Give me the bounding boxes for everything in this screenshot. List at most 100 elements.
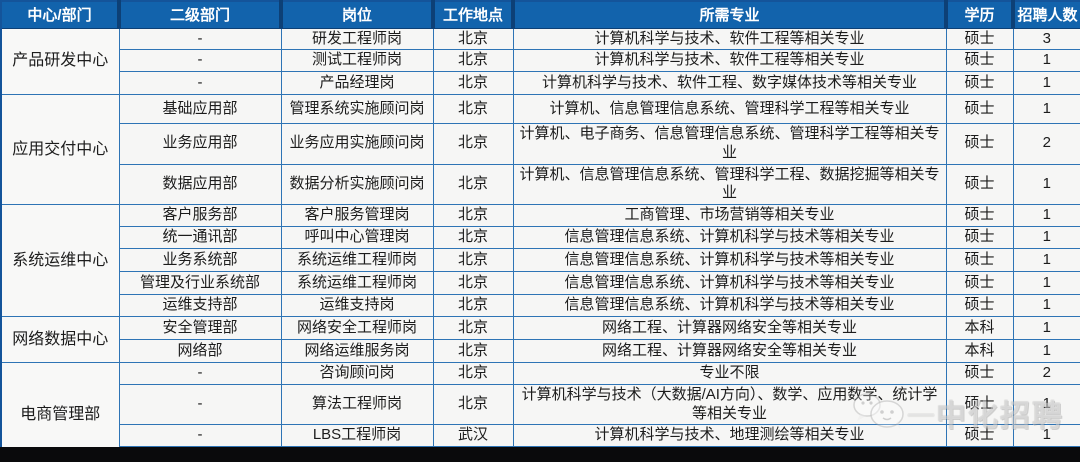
cell-degree: 硕士 <box>945 94 1014 124</box>
cell-city: 北京 <box>432 362 514 385</box>
table-row: 网络部 网络运维服务岗 北京 网络工程、计算器网络安全等相关专业 本科 1 <box>1 339 1080 363</box>
cell-dept: - <box>118 383 282 426</box>
header-post: 岗位 <box>279 1 433 29</box>
cell-major: 计算机、信息管理信息系统、管理科学工程等相关专业 <box>512 94 947 124</box>
cell-count: 1 <box>1012 271 1080 295</box>
cell-degree: 硕士 <box>945 424 1014 447</box>
cell-post: 呼叫中心管理岗 <box>280 226 434 249</box>
cell-city: 北京 <box>432 316 514 340</box>
cell-count: 1 <box>1012 204 1080 227</box>
cell-degree: 硕士 <box>945 204 1014 227</box>
cell-degree: 硕士 <box>945 123 1014 165</box>
cell-center: 应用交付中心 <box>0 94 120 205</box>
cell-post: 网络运维服务岗 <box>280 339 434 363</box>
header-location: 工作地点 <box>431 1 513 29</box>
cell-city: 北京 <box>432 94 514 124</box>
cell-post: 产品经理岗 <box>280 71 434 95</box>
cell-dept: 业务系统部 <box>118 248 282 272</box>
cell-post: 运维支持岗 <box>280 294 434 317</box>
cell-center: 电商管理部 <box>0 361 120 462</box>
cell-city: 北京 <box>432 204 514 227</box>
cell-major: 计算机科学与技术、地理测绘等相关专业 <box>512 424 947 447</box>
cell-post: LBS工程师岗 <box>280 424 434 447</box>
cell-post: 测试工程师岗 <box>280 49 434 72</box>
cell-post: 研发工程师岗 <box>280 27 434 51</box>
header-sub-dept: 二级部门 <box>117 1 281 29</box>
cell-major: 计算机、电子商务、信息管理信息系统、管理科学工程等相关专业 <box>512 123 947 165</box>
cell-major: 计算机科学与技术、软件工程、数字媒体技术等相关专业 <box>512 71 947 95</box>
cell-dept: 统一通讯部 <box>118 226 282 249</box>
cell-city: 北京 <box>432 339 514 363</box>
cell-count: 1 <box>1012 424 1080 447</box>
cell-city: 北京 <box>432 226 514 249</box>
table-row: 运维支持部 运维支持岗 北京 信息管理信息系统、计算机科学与技术等相关专业 硕士… <box>1 294 1080 317</box>
cell-count: 1 <box>1012 49 1080 72</box>
cell-count: 2 <box>1012 362 1080 385</box>
cell-degree: 硕士 <box>945 271 1014 295</box>
cell-count: 1 <box>1012 339 1080 363</box>
header-major: 所需专业 <box>511 1 946 29</box>
cell-major: 信息管理信息系统、计算机科学与技术等相关专业 <box>512 226 947 249</box>
cell-count: 1 <box>1012 226 1080 249</box>
cell-dept: 运维支持部 <box>118 294 282 317</box>
cell-count: 1 <box>1012 71 1080 95</box>
cell-dept: 基础应用部 <box>118 94 282 124</box>
table-row: 网络数据中心 安全管理部 网络安全工程师岗 北京 网络工程、计算器网络安全等相关… <box>0 316 1080 363</box>
cell-dept: 数据应用部 <box>118 163 282 205</box>
cell-major: 工商管理、市场营销等相关专业 <box>512 204 947 227</box>
cell-major: 网络工程、计算器网络安全等相关专业 <box>512 316 947 340</box>
cell-center: 产品研发中心 <box>0 27 120 95</box>
header-row: 中心/部门 二级部门 岗位 工作地点 所需专业 学历 招聘人数 <box>1 1 1080 29</box>
cell-degree: 硕士 <box>945 362 1014 385</box>
cell-city: 北京 <box>432 27 514 51</box>
cell-count: 1 <box>1012 163 1080 205</box>
cell-degree: 硕士 <box>945 163 1014 205</box>
cell-degree: 硕士 <box>945 294 1014 317</box>
cell-post: 管理系统实施顾问岗 <box>280 94 434 124</box>
cell-post: 咨询顾问岗 <box>280 362 434 385</box>
table-row: - 测试工程师岗 北京 计算机科学与技术、软件工程等相关专业 硕士 1 <box>1 49 1080 72</box>
table-row: 数据应用部 数据分析实施顾问岗 北京 计算机、信息管理信息系统、管理科学工程、数… <box>1 163 1080 205</box>
cell-count: 2 <box>1012 123 1080 165</box>
cell-dept: - <box>118 27 282 51</box>
header-headcount: 招聘人数 <box>1011 1 1080 29</box>
cell-degree: 硕士 <box>945 27 1014 51</box>
cell-dept: 业务应用部 <box>118 123 282 165</box>
cell-post: 业务应用实施顾问岗 <box>280 123 434 165</box>
cell-center: 网络数据中心 <box>0 316 120 363</box>
cell-major: 信息管理信息系统、计算机科学与技术等相关专业 <box>512 271 947 295</box>
cell-major: 网络工程、计算器网络安全等相关专业 <box>512 339 947 363</box>
cell-post: 系统运维工程师岗 <box>280 248 434 272</box>
cell-city: 北京 <box>432 49 514 72</box>
cell-major: 计算机科学与技术、软件工程等相关专业 <box>512 49 947 72</box>
cell-center: 系统运维中心 <box>0 204 120 317</box>
cell-degree: 硕士 <box>945 49 1014 72</box>
table-row: 电商管理部 - 咨询顾问岗 北京 专业不限 硕士 2 <box>0 361 1080 462</box>
table-row: - 算法工程师岗 北京 计算机科学与技术（大数据/AI方向）、数学、应用数学、统… <box>1 383 1080 426</box>
table-row: 应用交付中心 基础应用部 管理系统实施顾问岗 北京 计算机、信息管理信息系统、管… <box>0 94 1080 205</box>
cell-city: 北京 <box>432 123 514 165</box>
cell-city: 北京 <box>432 248 514 272</box>
cell-city: 北京 <box>432 71 514 95</box>
cell-count: 1 <box>1012 383 1080 426</box>
cell-dept: - <box>118 362 282 385</box>
cell-degree: 硕士 <box>945 71 1014 95</box>
cell-major: 专业不限 <box>512 362 947 385</box>
table-row: 业务系统部 系统运维工程师岗 北京 信息管理信息系统、计算机科学与技术等相关专业… <box>1 248 1080 272</box>
header-degree: 学历 <box>944 1 1013 29</box>
table-row: 系统运维中心 客户服务部 客户服务管理岗 北京 工商管理、市场营销等相关专业 硕… <box>0 204 1080 317</box>
cell-post: 数据分析实施顾问岗 <box>280 163 434 205</box>
header-center-dept: 中心/部门 <box>1 1 119 29</box>
cell-degree: 硕士 <box>945 226 1014 249</box>
cell-dept: 客户服务部 <box>118 204 282 227</box>
cell-dept: 安全管理部 <box>118 316 282 340</box>
cell-post: 客户服务管理岗 <box>280 204 434 227</box>
cell-major: 计算机科学与技术、软件工程等相关专业 <box>512 27 947 51</box>
cell-city: 北京 <box>432 383 514 426</box>
cell-degree: 硕士 <box>945 383 1014 426</box>
cell-post: 网络安全工程师岗 <box>280 316 434 340</box>
cell-major: 信息管理信息系统、计算机科学与技术等相关专业 <box>512 248 947 272</box>
cell-city: 北京 <box>432 271 514 295</box>
